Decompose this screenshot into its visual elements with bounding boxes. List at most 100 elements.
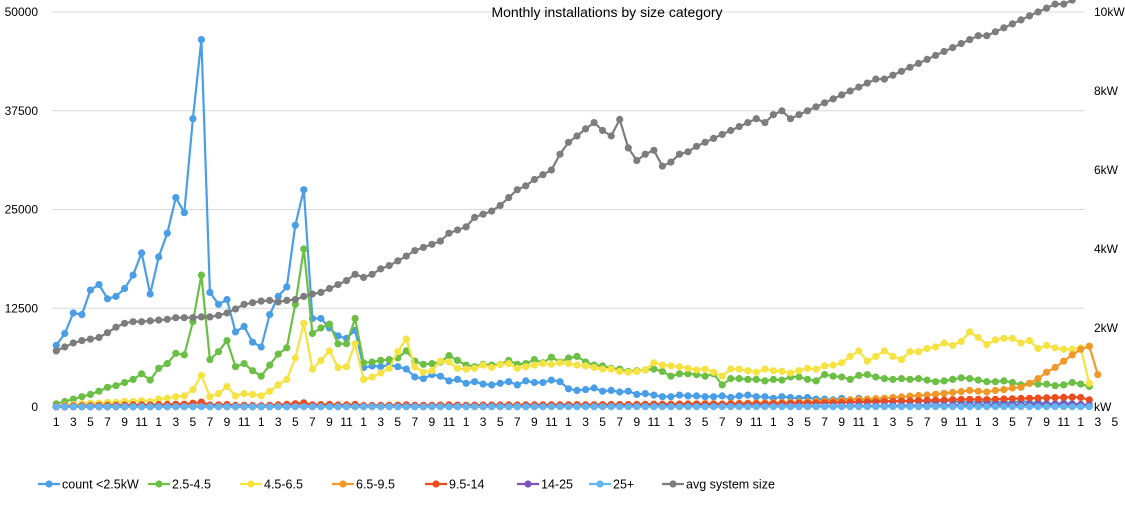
data-point (86, 403, 94, 411)
data-point (803, 107, 812, 115)
data-point (180, 392, 188, 400)
data-point (957, 388, 965, 396)
series-count-2-5kw (52, 36, 1085, 409)
data-point (402, 347, 410, 355)
data-point (496, 403, 504, 411)
data-point (564, 403, 573, 411)
data-point (1043, 368, 1051, 376)
data-point (121, 319, 129, 327)
data-point (257, 403, 265, 411)
data-point (556, 378, 564, 386)
data-point (1034, 403, 1042, 411)
data-point (231, 305, 240, 313)
data-point (197, 371, 205, 379)
data-point (906, 403, 914, 411)
data-point (564, 385, 573, 393)
data-point (334, 340, 342, 348)
y-left-tick-label: 37500 (5, 104, 39, 118)
data-point (428, 367, 436, 375)
data-point (684, 370, 692, 378)
data-point (872, 75, 880, 83)
data-point (1094, 371, 1102, 379)
data-point (727, 393, 735, 402)
data-point (112, 382, 120, 390)
data-point (1077, 393, 1085, 402)
data-point (368, 358, 376, 366)
data-point (428, 360, 436, 368)
data-point (1085, 396, 1093, 404)
legend-item: 6.5-9.5 (332, 478, 395, 492)
legend-label: 9.5-14 (449, 478, 484, 492)
data-point (1043, 4, 1051, 12)
data-point (1008, 334, 1017, 342)
data-point (163, 394, 171, 402)
data-point (95, 403, 103, 411)
data-point (505, 194, 513, 202)
data-point (556, 150, 564, 158)
data-point (69, 309, 77, 317)
data-point (206, 313, 214, 321)
data-point (932, 403, 940, 411)
data-point (761, 119, 769, 127)
data-point (266, 361, 274, 369)
data-point (1034, 394, 1042, 402)
data-point (940, 339, 948, 347)
x-tick-label: 1 (872, 415, 879, 429)
x-tick-label: 3 (172, 415, 179, 429)
data-point (240, 300, 248, 308)
data-point (325, 320, 334, 328)
data-point (206, 288, 214, 296)
data-point (129, 375, 137, 383)
data-point (795, 367, 803, 375)
data-point (445, 229, 453, 237)
data-point (633, 367, 641, 375)
data-point (889, 352, 897, 360)
data-point (530, 175, 539, 184)
data-point (821, 403, 829, 411)
data-point (710, 403, 718, 411)
data-point (300, 186, 308, 194)
data-point (300, 292, 308, 300)
data-point (436, 237, 444, 245)
data-point (650, 391, 658, 399)
x-tick-label: 1 (975, 415, 982, 429)
data-point (812, 103, 820, 111)
data-point (257, 392, 265, 400)
data-point (1008, 384, 1017, 392)
x-tick-label: 5 (497, 415, 504, 429)
x-tick-label: 5 (804, 415, 811, 429)
data-point (377, 363, 385, 371)
data-point (803, 403, 812, 411)
data-point (394, 363, 402, 371)
data-point (308, 290, 316, 298)
data-point (1060, 345, 1068, 353)
data-point (530, 356, 539, 364)
data-point (573, 361, 581, 369)
data-point (377, 403, 385, 411)
data-point (121, 378, 129, 387)
x-tick-label: 5 (599, 415, 606, 429)
data-point (308, 329, 316, 338)
data-point (786, 403, 795, 411)
data-point (966, 36, 974, 44)
data-point (991, 378, 1000, 386)
data-point (172, 194, 180, 202)
x-tick-label: 3 (275, 415, 282, 429)
x-tick-label: 7 (309, 415, 316, 429)
legend-item: 4.5-6.5 (240, 478, 303, 492)
data-point (650, 146, 658, 154)
data-point (684, 403, 692, 411)
data-point (52, 403, 60, 411)
data-point (419, 243, 427, 251)
data-point (1025, 337, 1034, 345)
data-point (974, 403, 982, 411)
data-point (761, 403, 769, 411)
data-point (163, 229, 171, 237)
data-point (991, 403, 1000, 411)
data-point (240, 322, 248, 330)
data-point (462, 403, 470, 411)
data-point (872, 352, 880, 360)
data-point (300, 403, 308, 411)
data-point (317, 314, 325, 323)
data-point (351, 403, 359, 411)
